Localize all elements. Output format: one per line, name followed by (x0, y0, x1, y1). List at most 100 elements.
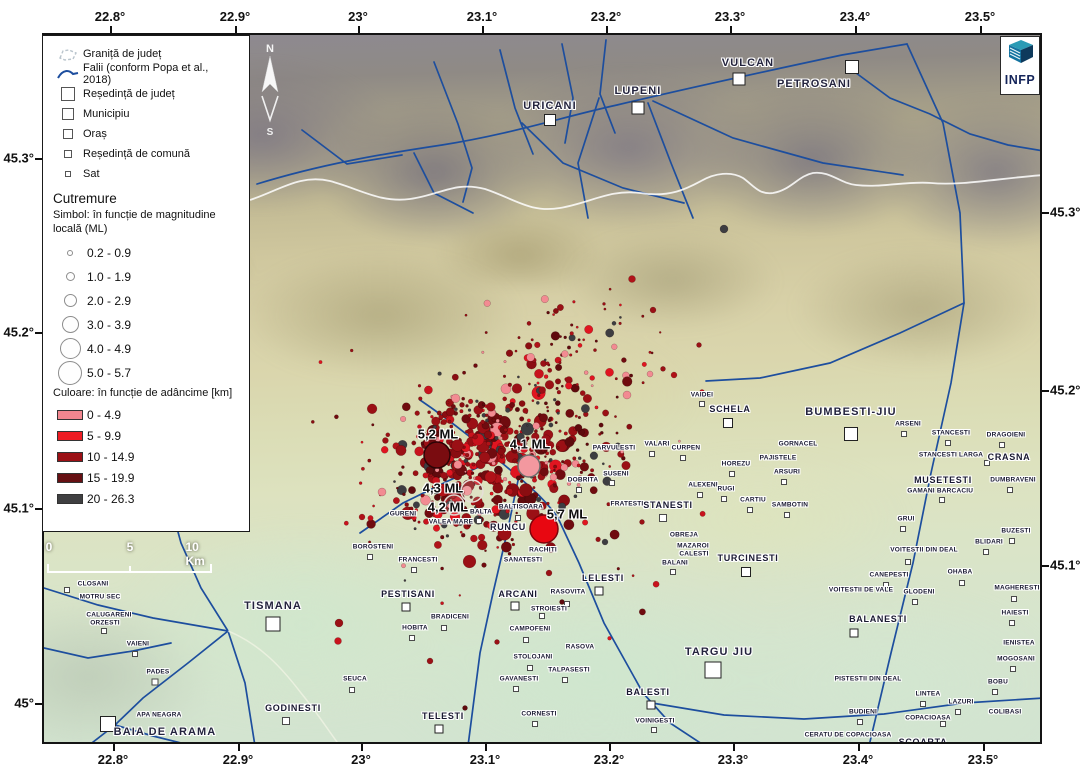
earthquake-dot (629, 373, 634, 378)
town-square (883, 582, 889, 588)
town-label: BUZESTI (1001, 527, 1031, 535)
earthquake-dot (529, 447, 534, 453)
legend-item-magnitude: 4.0 - 4.9 (53, 337, 239, 361)
earthquake-dot (611, 343, 618, 350)
legend-item-magnitude: 1.0 - 1.9 (53, 265, 239, 289)
town-label: VAIENI (126, 640, 150, 648)
town-label: BLIDARI (975, 538, 1003, 546)
town-square (523, 637, 529, 643)
depth-swatch-icon (53, 451, 87, 462)
town-square (784, 512, 790, 518)
earthquake-dot (593, 348, 597, 352)
settlement-square-icon (53, 171, 83, 177)
earthquake-dot (493, 465, 503, 475)
earthquake-dot (447, 463, 451, 467)
earthquake-dot (641, 361, 647, 367)
earthquake-dot (486, 522, 494, 529)
fault-line (301, 129, 403, 165)
earthquake-dot (621, 460, 631, 471)
earthquake-dot (584, 325, 594, 334)
earthquake-dot (552, 308, 559, 314)
earthquake-dot (594, 405, 599, 410)
earthquake-dot (522, 440, 528, 446)
earthquake-dot (589, 486, 598, 495)
magnitude-circle-icon (53, 316, 87, 333)
infp-cube-icon (1009, 40, 1033, 63)
earthquake-dot (420, 494, 431, 506)
town-square (845, 60, 859, 74)
town-square (844, 427, 858, 441)
earthquake-dot (416, 434, 420, 439)
earthquake-dot (510, 537, 514, 542)
town-label: FRATESTI (610, 500, 644, 508)
town-square (984, 460, 990, 466)
fault-line (499, 49, 534, 155)
earthquake-dot (549, 469, 554, 474)
legend-label: 5 - 9.9 (87, 428, 122, 443)
town-square (1011, 596, 1017, 602)
earthquake-dot (491, 461, 496, 466)
earthquake-dot (611, 320, 617, 326)
axis-tick (235, 26, 237, 33)
earthquake-dot (343, 520, 349, 526)
fault-line-icon (53, 67, 83, 81)
earthquake-dot (451, 393, 461, 403)
town-square (646, 700, 656, 710)
town-square (992, 689, 998, 695)
earthquake-dot (553, 483, 558, 488)
fault-line (171, 509, 256, 742)
swatch-glyph (57, 430, 83, 441)
earthquake-dot (545, 451, 550, 456)
legend-item-magnitude: 5.0 - 5.7 (53, 360, 239, 385)
earthquake-dot (583, 370, 589, 375)
axis-label-longitude: 23.4° (839, 9, 871, 24)
earthquake-dot (392, 497, 400, 505)
circle-glyph (58, 360, 82, 385)
town-label: VAIDEI (690, 391, 714, 399)
earthquake-dot (518, 400, 526, 407)
earthquake-dot (385, 432, 391, 438)
earthquake-dot (450, 404, 456, 410)
earthquake-dot (515, 475, 521, 481)
town-square (940, 721, 946, 727)
town-square (945, 440, 951, 446)
earthquake-dot (459, 530, 463, 534)
town-square (513, 686, 519, 692)
town-label: OHABA (947, 568, 973, 576)
infp-logo-text: INFP (1004, 73, 1036, 87)
town-label: CERATU DE COPACIOASA (804, 731, 892, 739)
magnitude-circle-icon (53, 294, 87, 307)
town-label: SANATESTI (503, 556, 543, 564)
earthquake-dot (401, 465, 405, 469)
infp-logo: INFP (1000, 36, 1040, 95)
legend-item-settlement: Sat (53, 164, 239, 184)
legend-item-settlement: Reședință de comună (53, 144, 239, 164)
earthquake-dot (462, 554, 477, 569)
legend-item-depth: 0 - 4.9 (53, 404, 239, 425)
fault-line (467, 470, 521, 742)
town-label: TISMANA (244, 600, 302, 612)
legend-depth-heading: Culoare: în funcție de adâncime [km] (53, 386, 233, 399)
earthquake-dot (467, 413, 472, 418)
town-label: BAIA DE ARAMA (113, 726, 217, 738)
town-label: TARGU JIU (684, 646, 754, 658)
legend-item-settlement: Reședință de județ (53, 84, 239, 104)
earthquake-dot (475, 399, 479, 403)
earthquake-dot (433, 540, 442, 549)
town-square (132, 651, 138, 657)
earthquake-dot (605, 328, 615, 338)
earthquake-dot (452, 507, 457, 511)
earthquake-dot (507, 551, 512, 556)
map-legend: Graniță de județ Falii (conform Popa et … (42, 35, 250, 532)
earthquake-dot (541, 443, 549, 450)
town-label: URICANI (523, 100, 577, 112)
earthquake-dot (402, 492, 406, 497)
earthquake-dot (447, 419, 452, 424)
earthquake-dot (451, 430, 456, 435)
town-square (699, 401, 705, 407)
axis-tick (482, 26, 484, 33)
earthquake-dot (519, 483, 533, 497)
town-square (732, 72, 746, 86)
earthquake-dot (481, 402, 486, 407)
earthquake-dot (527, 382, 531, 386)
